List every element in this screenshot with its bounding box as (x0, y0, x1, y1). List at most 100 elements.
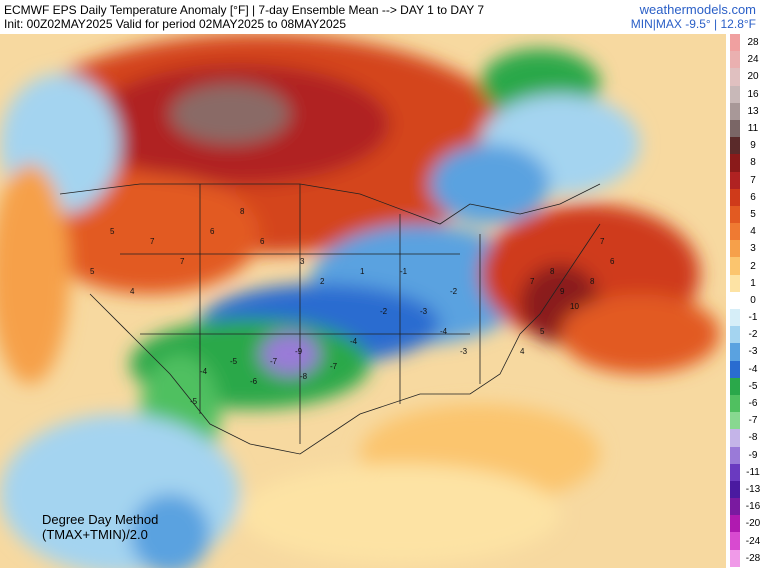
label: -5 (230, 357, 238, 366)
legend-row: 9 (730, 137, 768, 155)
label: -7 (330, 362, 338, 371)
method-line-1: Degree Day Method (42, 512, 159, 527)
legend-swatch (730, 257, 740, 275)
legend-label: -20 (745, 518, 761, 530)
title-line-2: Init: 00Z02MAY2025 Valid for period 02MA… (4, 17, 346, 31)
legend-label: 4 (750, 226, 756, 238)
legend-row: 2 (730, 257, 768, 275)
legend-label: -2 (748, 329, 758, 341)
legend-row: 1 (730, 274, 768, 292)
label: -4 (200, 367, 208, 376)
label: -1 (400, 267, 408, 276)
legend-row: -3 (730, 343, 768, 361)
legend-swatch (730, 171, 740, 189)
legend-label: 11 (747, 123, 759, 135)
brand-link[interactable]: weathermodels.com (639, 2, 756, 17)
legend-row: 7 (730, 171, 768, 189)
legend-label: 6 (750, 191, 756, 203)
legend-label: -11 (746, 466, 760, 478)
legend-swatch (730, 498, 740, 516)
label: -8 (300, 372, 308, 381)
label: -4 (440, 327, 448, 336)
legend-swatch (730, 343, 740, 361)
label: 3 (300, 257, 305, 266)
label: -9 (295, 347, 303, 356)
legend-swatch (730, 137, 740, 155)
legend-swatch (730, 463, 740, 481)
legend-label: 0 (750, 294, 756, 306)
legend-label: 24 (747, 54, 759, 66)
legend-swatch (730, 549, 740, 567)
legend-label: -6 (748, 398, 758, 410)
label: 4 (130, 287, 135, 296)
label: 7 (180, 257, 185, 266)
min-max-readout: MIN|MAX -9.5° | 12.8°F (630, 17, 756, 31)
legend-row: 11 (730, 119, 768, 138)
legend-swatch (730, 223, 740, 241)
legend-label: 3 (750, 243, 756, 255)
legend-swatch (730, 68, 740, 86)
legend-label: 5 (750, 208, 756, 220)
legend-row: 24 (730, 51, 768, 69)
legend-label: 28 (747, 37, 759, 49)
legend-label: 9 (750, 140, 756, 152)
label: 8 (550, 267, 555, 276)
method-note: Degree Day Method (TMAX+TMIN)/2.0 (42, 512, 158, 542)
legend-label: 16 (747, 88, 759, 100)
legend-row: 20 (730, 68, 768, 86)
legend-swatch (730, 154, 740, 172)
label: 7 (530, 277, 535, 286)
legend-row: 6 (730, 188, 768, 206)
legend-label: -16 (745, 501, 761, 513)
label: -2 (450, 287, 458, 296)
title-line-1: ECMWF EPS Daily Temperature Anomaly [°F]… (4, 3, 484, 17)
label: 4 (520, 347, 525, 356)
legend-swatch (730, 188, 740, 206)
label: 6 (210, 227, 215, 236)
legend-swatch (730, 360, 740, 378)
legend-row: 28 (730, 34, 768, 52)
legend-row: -2 (730, 326, 768, 344)
label: 1 (360, 267, 365, 276)
legend-row: -9 (730, 446, 768, 464)
legend-swatch (730, 394, 740, 413)
label: 2 (320, 277, 325, 286)
label: 5 (90, 267, 95, 276)
legend-swatch (730, 240, 740, 258)
legend-swatch (730, 480, 740, 499)
label: 8 (590, 277, 595, 286)
method-line-2: (TMAX+TMIN)/2.0 (42, 527, 148, 542)
legend-swatch (730, 446, 740, 464)
legend-swatch (730, 51, 740, 69)
label: 5 (110, 227, 115, 236)
label: 6 (260, 237, 265, 246)
legend-swatch (730, 412, 740, 430)
legend-swatch (730, 291, 740, 309)
label: -3 (460, 347, 468, 356)
legend-swatch (730, 102, 740, 120)
legend-row: -16 (730, 498, 768, 516)
legend-row: 0 (730, 291, 768, 309)
legend-row: 8 (730, 154, 768, 172)
boundaries (59, 183, 601, 455)
anomaly-map: 5 7 8 6 7 6 5 3 2 4 1 -4 -5 -7 -9 -8 -7 … (0, 34, 726, 568)
anomaly-labels: 5 7 8 6 7 6 5 3 2 4 1 -4 -5 -7 -9 -8 -7 … (90, 207, 615, 406)
legend-label: -4 (748, 363, 758, 375)
legend-swatch (730, 119, 740, 138)
legend-row: -11 (730, 463, 768, 481)
legend-label: -9 (748, 449, 758, 461)
legend-row: 13 (730, 102, 768, 120)
label: 5 (540, 327, 545, 336)
legend-swatch (730, 326, 740, 344)
legend-row: 4 (730, 223, 768, 241)
legend-label: -28 (745, 552, 761, 564)
legend-swatch (730, 377, 740, 395)
legend-row: -4 (730, 360, 768, 378)
legend-swatch (730, 309, 740, 327)
legend-label: -8 (748, 432, 758, 444)
legend-swatch (730, 429, 740, 447)
label: -4 (350, 337, 358, 346)
legend-row: -13 (730, 480, 768, 499)
label: 6 (610, 257, 615, 266)
